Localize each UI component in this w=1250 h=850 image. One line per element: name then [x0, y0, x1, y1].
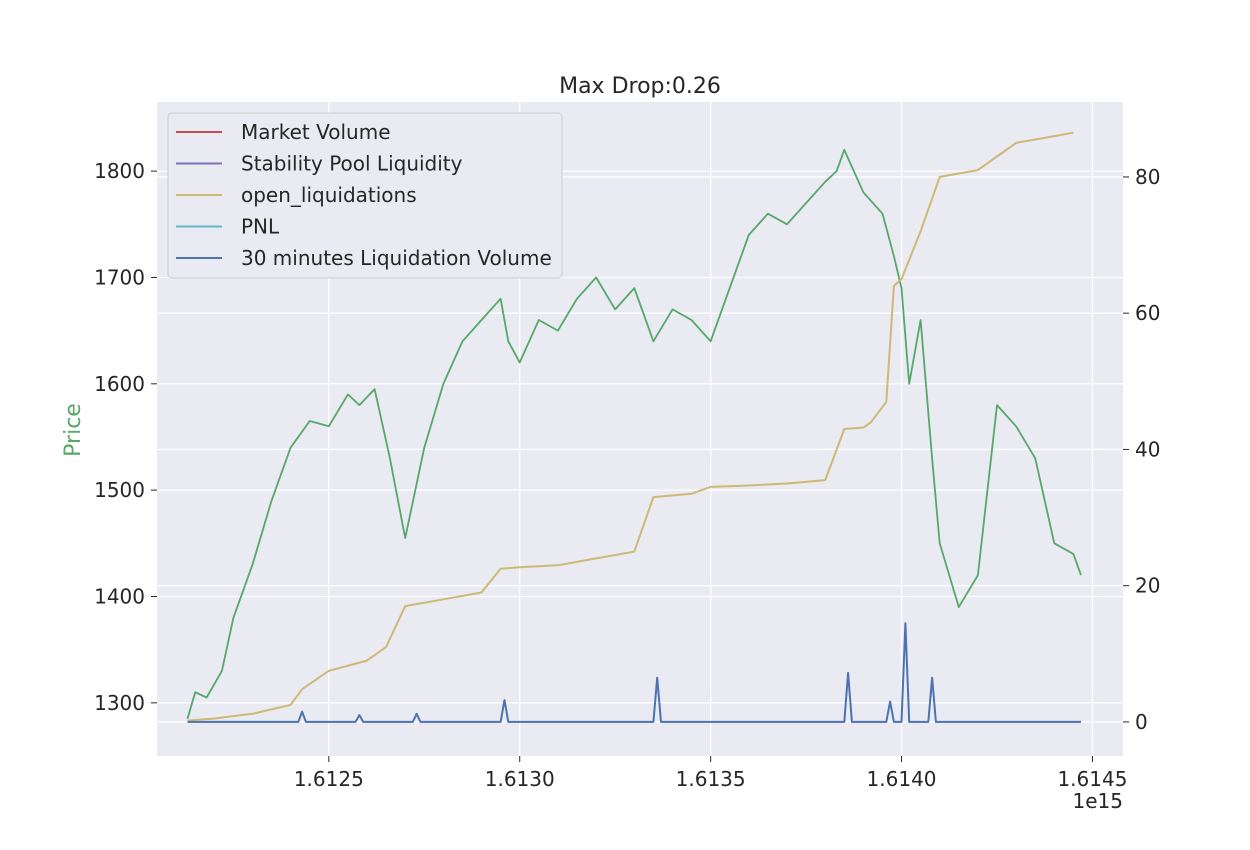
- legend-box: [167, 112, 563, 279]
- series-line-open-liquidations: [187, 131, 1074, 722]
- x-offset-label: 1e15: [1073, 789, 1123, 813]
- y-tick-label: 1400: [94, 584, 145, 608]
- legend-label: 30 minutes Liquidation Volume: [241, 246, 552, 270]
- y-axis-label: Price: [61, 403, 86, 457]
- y-tick-label: 1700: [94, 265, 145, 289]
- x-tick-label: 1.6135: [676, 767, 746, 791]
- y2-tick-label: 40: [1135, 437, 1160, 461]
- y2-tick-label: 20: [1135, 574, 1160, 598]
- x-tick-label: 1.6145: [1057, 767, 1127, 791]
- legend-label: open_liquidations: [241, 183, 417, 207]
- series-lines: [186, 131, 1082, 723]
- x-tick-label: 1.6140: [867, 767, 937, 791]
- series-line-price: [186, 148, 1082, 720]
- legend-label: Market Volume: [241, 120, 391, 144]
- chart-title: Max Drop:0.26: [559, 74, 721, 99]
- y2-tick-label: 60: [1135, 301, 1160, 325]
- x-tick-label: 1.6130: [485, 767, 555, 791]
- y2-tick-label: 0: [1135, 710, 1148, 734]
- x-tick-label: 1.6125: [294, 767, 364, 791]
- legend: Market Volume Stability Pool Liquidity ope…: [167, 112, 563, 279]
- y-tick-label: 1500: [94, 478, 145, 502]
- legend-label: Stability Pool Liquidity: [241, 152, 463, 176]
- y-tick-label: 1300: [94, 691, 145, 715]
- y-tick-label: 1600: [94, 372, 145, 396]
- legend-label: PNL: [241, 215, 280, 239]
- y2-tick-label: 80: [1135, 165, 1160, 189]
- y-tick-label: 1800: [94, 159, 145, 183]
- axes: 1.6125 1.6130 1.6135 1.6140 1.6145 1300 1400 15…: [94, 159, 1160, 791]
- series-line-30-minutes-liquidation-volume: [187, 622, 1081, 723]
- grid-lines: [157, 102, 1123, 756]
